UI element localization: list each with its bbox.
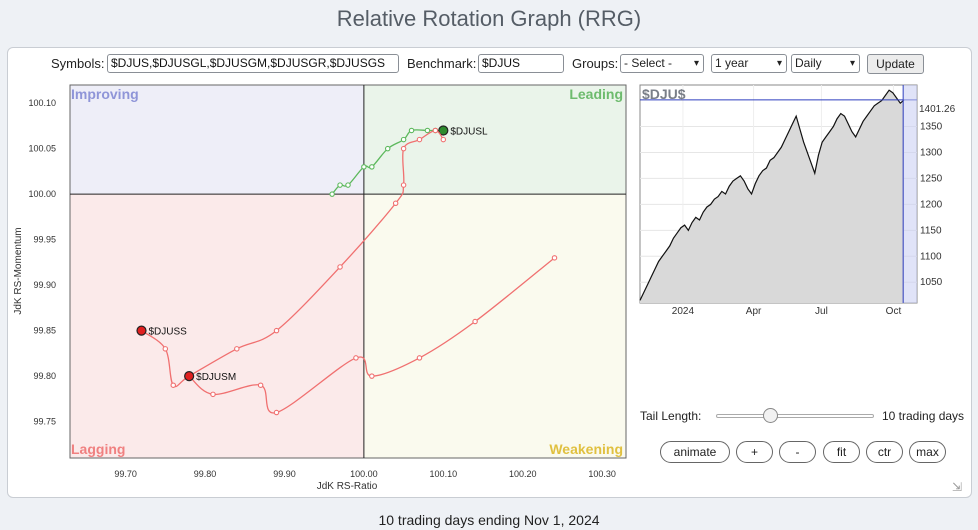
chevron-down-icon: ▾ — [849, 58, 855, 69]
benchmark-input[interactable]: $DJUS — [478, 54, 564, 73]
tail-length-slider[interactable] — [716, 408, 874, 424]
chevron-down-icon: ▾ — [693, 58, 699, 69]
chevron-down-icon: ▾ — [776, 58, 782, 69]
frequency-select-value: Daily — [795, 56, 822, 70]
groups-label: Groups: — [572, 56, 619, 71]
update-button[interactable]: Update — [867, 54, 924, 74]
frequency-select[interactable]: Daily ▾ — [791, 54, 860, 73]
benchmark-label: Benchmark: — [407, 56, 477, 71]
symbols-input[interactable]: $DJUS,$DJUSGL,$DJUSGM,$DJUSGR,$DJUSGS — [107, 54, 399, 73]
max-button[interactable]: max — [909, 441, 946, 463]
period-select-value: 1 year — [715, 56, 749, 70]
groups-select[interactable]: - Select - ▾ — [620, 54, 704, 73]
zoom-in-button[interactable]: + — [736, 441, 773, 463]
slider-handle[interactable] — [763, 408, 779, 423]
animate-button[interactable]: animate — [660, 441, 730, 463]
center-button[interactable]: ctr — [866, 441, 903, 463]
resize-handle-icon[interactable]: ⇲ — [952, 480, 963, 494]
page-title: Relative Rotation Graph (RRG) — [336, 6, 642, 31]
period-select[interactable]: 1 year ▾ — [711, 54, 787, 73]
main-panel — [7, 47, 972, 498]
zoom-out-button[interactable]: - — [779, 441, 816, 463]
tail-length-value: 10 trading days — [882, 409, 965, 423]
footer-caption: 10 trading days ending Nov 1, 2024 — [378, 512, 600, 528]
fit-button[interactable]: fit — [823, 441, 860, 463]
tail-length-label: Tail Length: — [640, 409, 702, 423]
groups-select-value: - Select - — [624, 56, 673, 70]
symbols-label: Symbols: — [51, 56, 105, 71]
slider-track — [716, 414, 874, 418]
